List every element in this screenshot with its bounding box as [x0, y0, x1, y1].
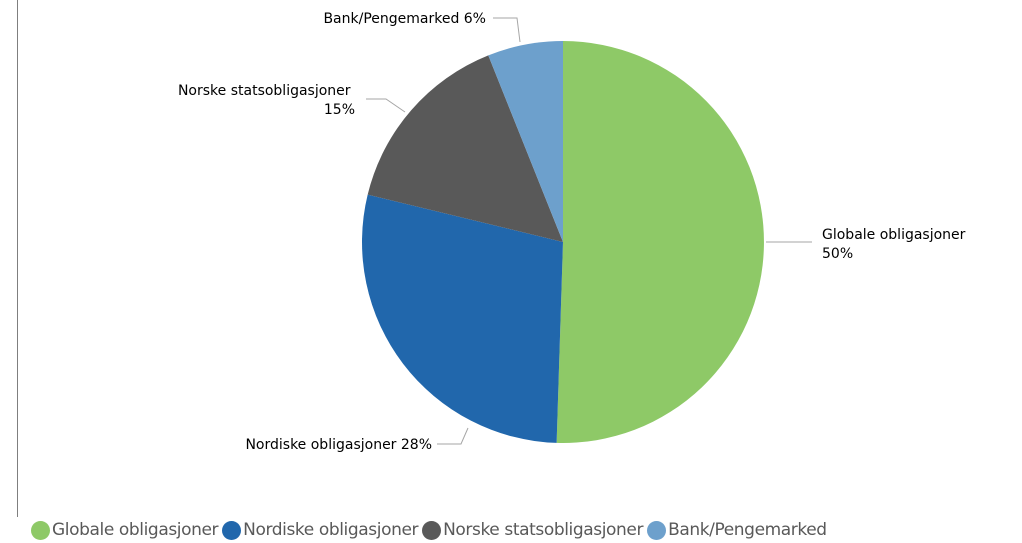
data-label-bank-pengemarked: Bank/Pengemarked 6%: [323, 11, 486, 27]
data-label-nordiske-line-1: Nordiske obligasjoner 28%: [245, 437, 432, 453]
legend-item-globale: Globale obligasjoner: [31, 520, 219, 540]
slice-norske-statsobligasjoner: [367, 55, 563, 243]
legend-item-nordiske: Nordiske obligasjoner: [222, 520, 418, 540]
pie-chart: Globale obligasjoner 50% Nordiske obliga…: [178, 11, 970, 453]
slice-bank-pengemarked: [488, 41, 563, 242]
legend-item-norske: Norske statsobligasjoner: [422, 520, 643, 540]
pie-slices: [362, 41, 764, 444]
data-label-nordiske-obligasjoner: Nordiske obligasjoner 28%: [245, 437, 432, 453]
slice-globale-obligasjoner: [556, 41, 764, 444]
legend-item-bank: Bank/Pengemarked: [647, 520, 827, 540]
data-label-norske-line-2: 15%: [324, 102, 355, 118]
left-border-line: [17, 0, 18, 517]
data-label-bank-line-1: Bank/Pengemarked 6%: [323, 11, 486, 27]
legend-label-globale: Globale obligasjoner: [52, 520, 219, 540]
legend-swatch-bank: [647, 520, 667, 540]
leader-line-norske: [366, 98, 406, 113]
data-label-globale-line-2: 50%: [822, 246, 853, 262]
leader-line-bank: [493, 17, 521, 43]
slice-labels: Globale obligasjoner 50% Nordiske obliga…: [178, 11, 970, 453]
legend-swatch-norske: [422, 520, 442, 540]
data-label-norske-statsobligasjoner: Norske statsobligasjoner 15%: [178, 83, 355, 118]
chart-legend: Globale obligasjoner Nordiske obligasjon…: [31, 518, 831, 542]
slice-nordiske-obligasjoner: [362, 194, 563, 443]
data-label-globale-line-1: Globale obligasjoner: [822, 227, 966, 243]
legend-label-nordiske: Nordiske obligasjoner: [243, 520, 419, 540]
legend-label-bank: Bank/Pengemarked: [668, 520, 827, 540]
legend-swatch-nordiske: [222, 520, 242, 540]
leader-line-nordiske: [437, 427, 469, 445]
data-label-norske-line-1: Norske statsobligasjoner: [178, 83, 351, 99]
data-label-globale-obligasjoner: Globale obligasjoner 50%: [822, 227, 970, 262]
slice-leaders: [366, 17, 812, 445]
legend-swatch-globale: [31, 520, 50, 540]
legend-label-norske: Norske statsobligasjoner: [443, 520, 644, 540]
